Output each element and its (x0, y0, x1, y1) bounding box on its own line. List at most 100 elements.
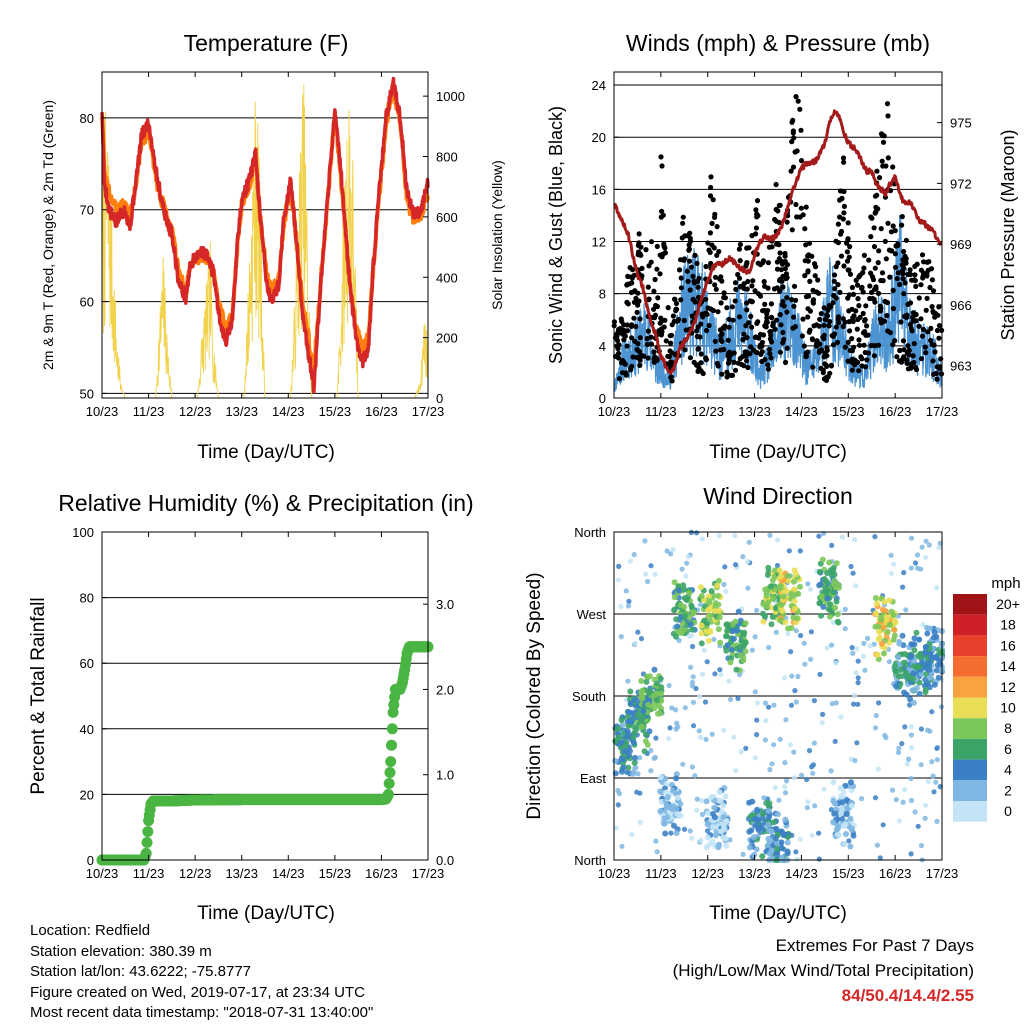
gust-point (687, 230, 693, 236)
y-tick-label: North (574, 853, 606, 868)
direction-point (901, 689, 908, 696)
direction-point (707, 613, 714, 619)
gust-point (765, 366, 772, 372)
gust-point (907, 271, 914, 277)
gust-point (805, 314, 811, 320)
gust-point (668, 374, 675, 380)
gust-point (645, 284, 651, 290)
direction-point (765, 803, 772, 810)
direction-point (880, 822, 886, 828)
gust-point (633, 324, 639, 330)
direction-point (908, 797, 915, 804)
gust-point (875, 342, 882, 348)
direction-point (816, 533, 822, 539)
gust-point (628, 323, 635, 329)
direction-point (720, 802, 727, 809)
direction-point (892, 662, 899, 669)
direction-point (786, 548, 792, 554)
direction-point (788, 702, 795, 708)
gust-point (821, 322, 827, 328)
direction-point (643, 571, 649, 577)
gust-point (745, 364, 751, 371)
direction-point (686, 633, 692, 639)
gust-point (812, 273, 818, 279)
temperature-ylabel-left: 2m & 9m T (Red, Orange) & 2m Td (Green) (40, 100, 56, 370)
direction-point (797, 836, 804, 842)
direction-point (931, 634, 937, 641)
direction-point (923, 671, 930, 678)
direction-point (666, 682, 672, 689)
temperature-title: Temperature (F) (184, 30, 349, 56)
direction-point (682, 705, 688, 711)
gust-point (703, 296, 709, 302)
direction-point (804, 776, 810, 783)
gust-point (873, 204, 879, 210)
gust-point (708, 174, 714, 180)
direction-point (703, 736, 709, 743)
direction-point (908, 535, 915, 541)
direction-point (712, 832, 719, 839)
direction-point (626, 598, 632, 605)
gust-point (859, 363, 865, 369)
gust-point (773, 181, 779, 188)
direction-point (820, 603, 827, 610)
gust-point (781, 303, 787, 309)
direction-point (674, 810, 681, 817)
direction-point (818, 612, 825, 619)
gust-point (721, 290, 727, 296)
gust-point (782, 266, 788, 272)
direction-point (935, 674, 942, 681)
gust-point (920, 273, 926, 279)
direction-point (913, 629, 920, 636)
direction-point (703, 798, 710, 805)
gust-point (789, 119, 795, 125)
direction-point (896, 745, 902, 751)
direction-point (768, 621, 775, 628)
x-tick-label: 16/23 (879, 866, 912, 881)
gust-point (762, 283, 768, 289)
legend-swatch (953, 614, 987, 636)
gust-point (698, 351, 704, 357)
gust-point (846, 254, 852, 260)
direction-point (891, 618, 898, 625)
gust-point (645, 355, 651, 361)
direction-point (854, 740, 860, 746)
direction-point (922, 554, 929, 560)
direction-point (925, 727, 931, 733)
direction-point (732, 533, 738, 539)
gust-point (680, 220, 686, 226)
direction-point (768, 847, 775, 854)
gust-point (767, 351, 773, 357)
direction-point (673, 707, 679, 713)
gust-point (637, 316, 643, 322)
gust-point (845, 236, 851, 242)
gust-point (617, 329, 623, 335)
direction-point (688, 626, 695, 633)
direction-point (847, 815, 854, 822)
direction-point (714, 582, 721, 589)
direction-point (624, 733, 631, 740)
direction-point (740, 554, 746, 560)
gust-point (816, 290, 822, 296)
gust-point (779, 278, 785, 284)
y-tick-label: 24 (592, 78, 606, 93)
figure-created: Figure created on Wed, 2019-07-17, at 23… (30, 983, 365, 1001)
direction-point (788, 590, 795, 597)
x-tick-label: 12/23 (179, 866, 212, 881)
gust-point (832, 286, 838, 292)
direction-point (908, 745, 915, 751)
direction-point (871, 641, 877, 647)
rainfall-point (386, 739, 397, 751)
gust-point (924, 295, 930, 301)
direction-point (681, 603, 688, 610)
direction-point (907, 696, 914, 703)
gust-point (744, 300, 750, 306)
direction-point (661, 815, 668, 822)
gust-point (686, 247, 692, 253)
direction-point (627, 688, 634, 695)
gust-point (930, 308, 936, 314)
direction-point (735, 695, 741, 702)
direction-point (915, 565, 921, 571)
direction-point (658, 684, 665, 691)
direction-point (653, 838, 659, 844)
